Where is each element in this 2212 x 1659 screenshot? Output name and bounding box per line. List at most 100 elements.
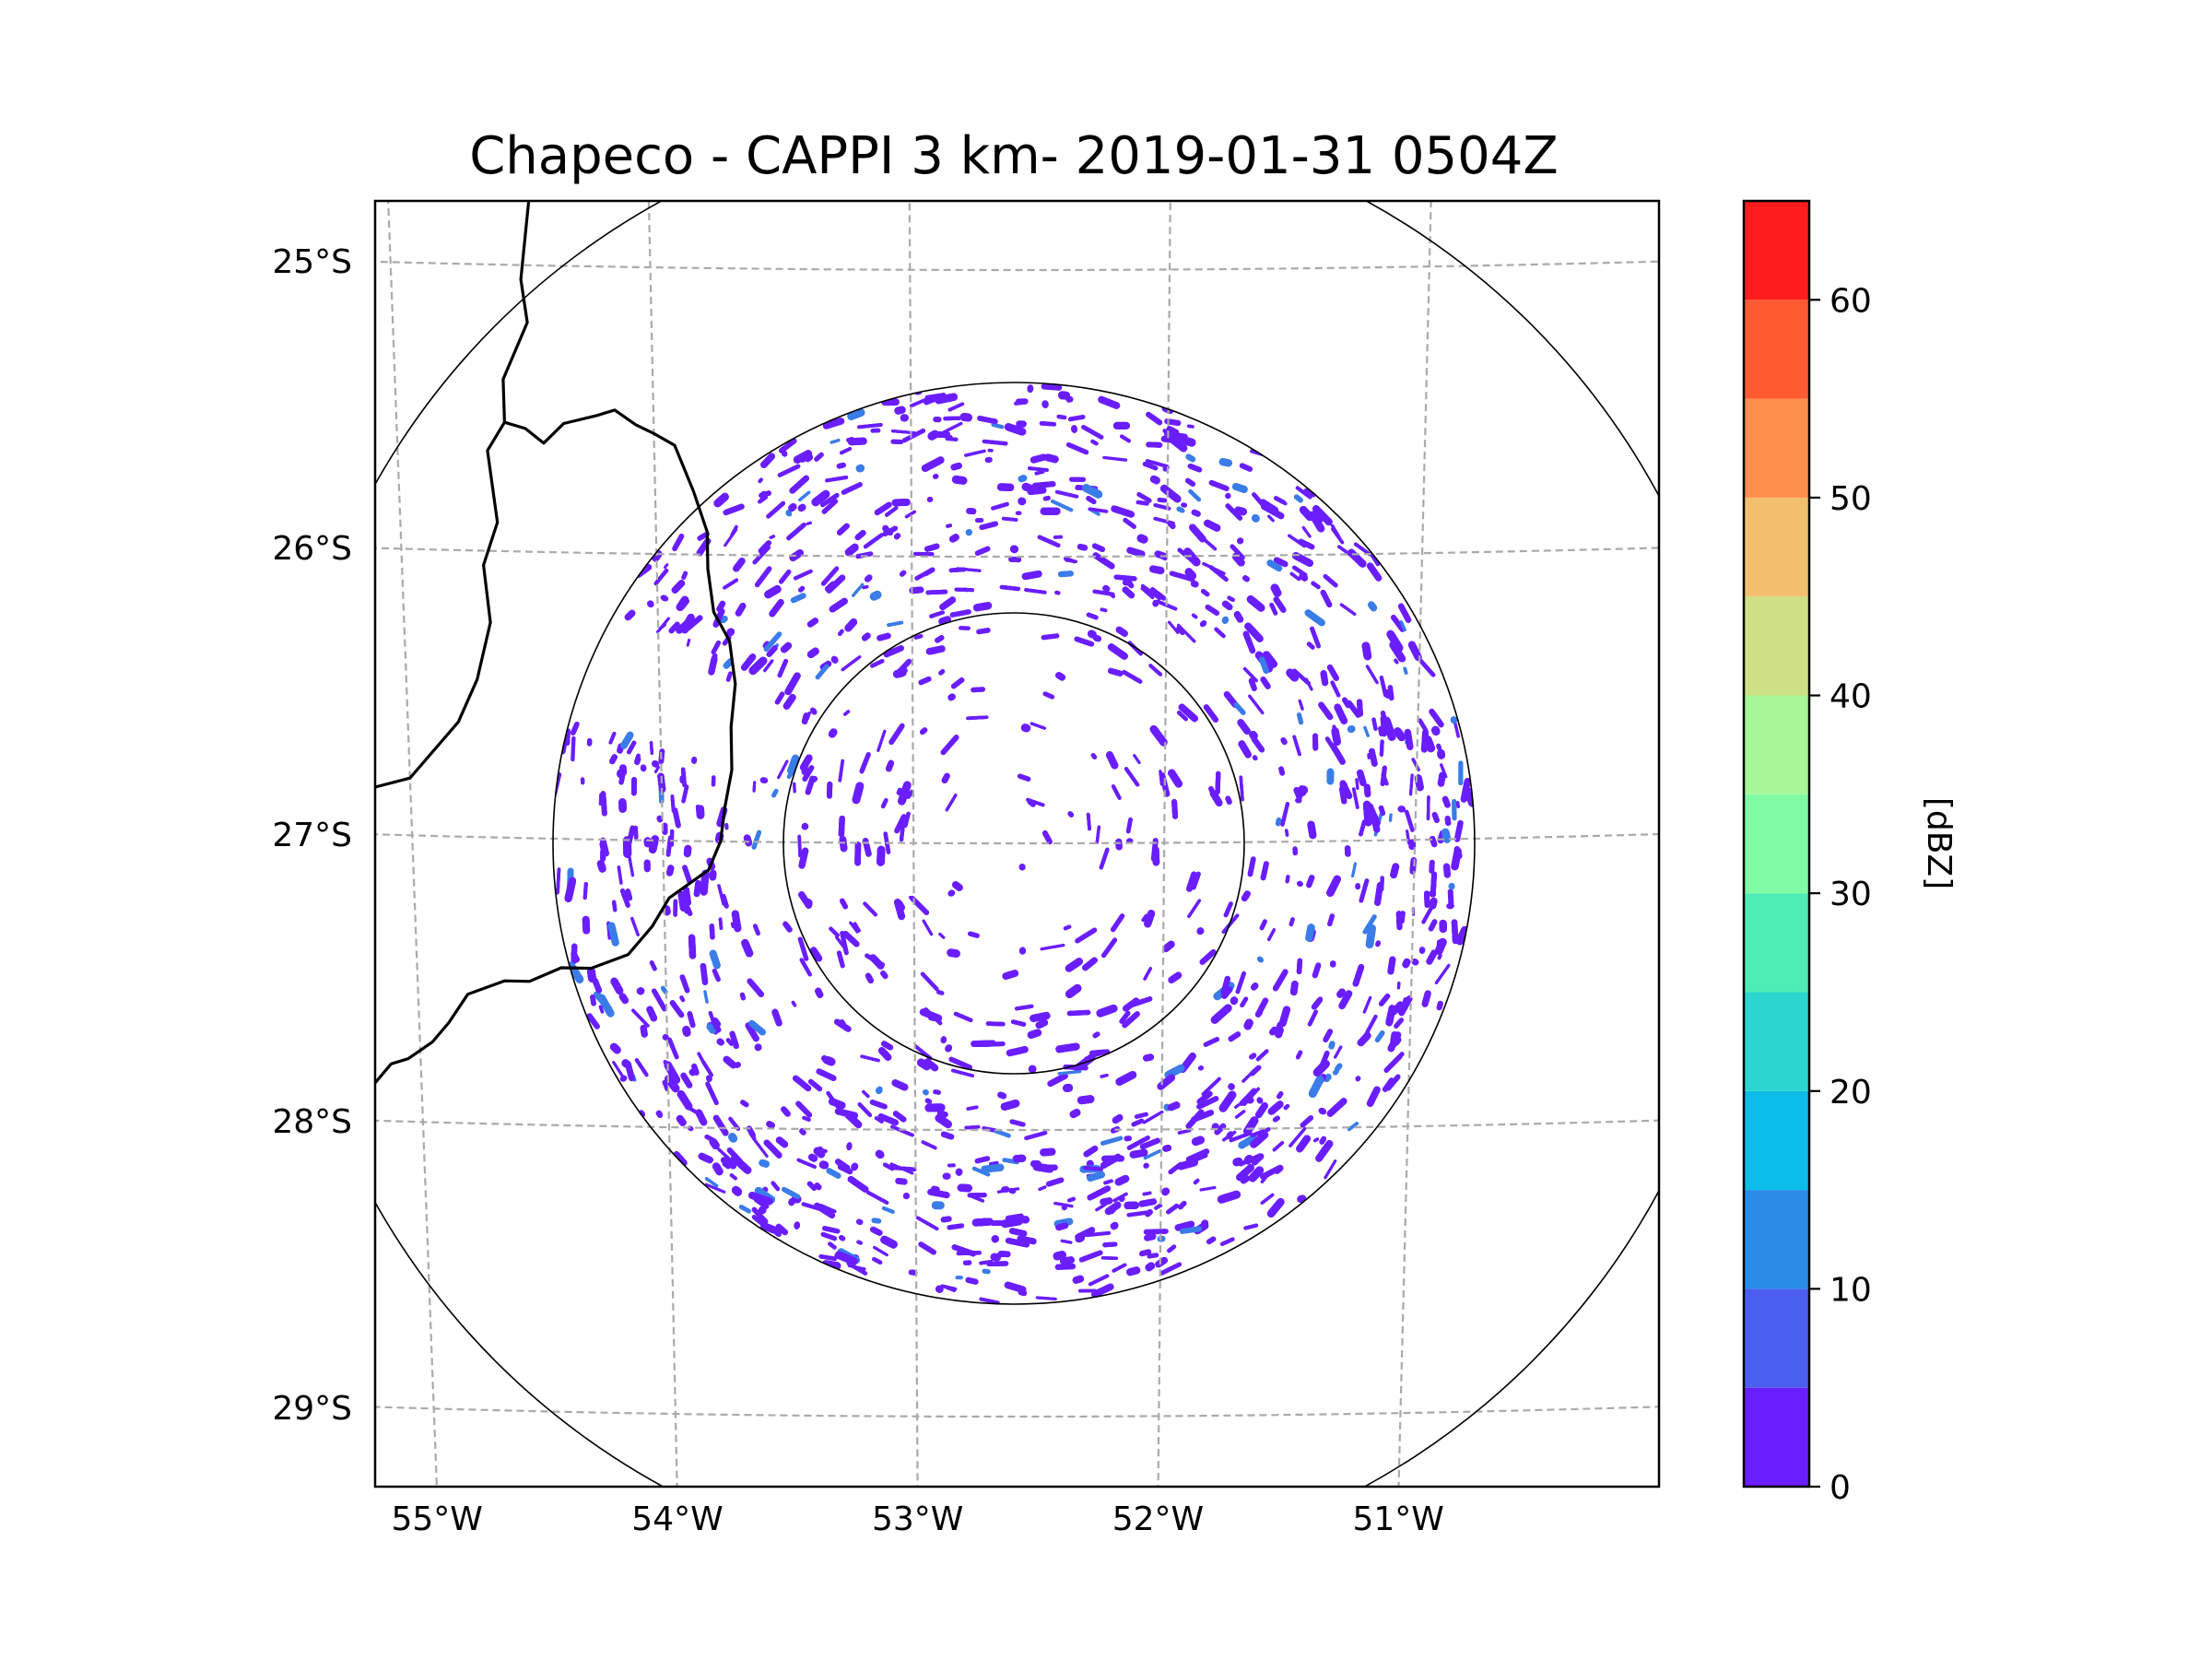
echo-cell: [941, 421, 963, 435]
echo-cell: [686, 638, 691, 647]
echo-cell: [1447, 888, 1454, 907]
echo-cell: [954, 587, 974, 593]
echo-cell: [728, 1133, 738, 1143]
echo-cell: [1442, 863, 1452, 878]
echo-cell: [624, 609, 636, 621]
echo-cell: [598, 1005, 605, 1014]
echo-cell: [1054, 590, 1061, 595]
colorbar-tick-label: 30: [1830, 876, 1872, 913]
echo-cell: [862, 1089, 870, 1099]
echo-cell: [1239, 463, 1253, 472]
echo-cell: [1254, 997, 1269, 1018]
echo-cell: [1330, 680, 1341, 698]
echo-cell: [1188, 488, 1202, 502]
echo-cell: [947, 1163, 956, 1168]
echo-cell: [1035, 1296, 1057, 1300]
echo-cell: [830, 655, 839, 664]
echo-cell: [1105, 751, 1119, 770]
echo-cell: [913, 634, 924, 640]
echo-cell: [1424, 890, 1430, 909]
echo-cell: [1006, 1045, 1029, 1057]
echo-cell: [1168, 620, 1180, 634]
echo-cell: [586, 737, 593, 747]
echo-cell: [1439, 919, 1447, 934]
echo-cell: [1221, 986, 1233, 999]
echo-cell: [798, 585, 806, 593]
echo-cell: [1112, 1263, 1127, 1273]
echo-cell: [1326, 768, 1335, 785]
echo-cell: [1155, 1256, 1169, 1268]
echo-cell: [1102, 455, 1128, 462]
echo-cell: [1069, 1108, 1081, 1119]
echo-cell: [924, 1058, 939, 1072]
echo-cell: [951, 475, 968, 485]
echo-cell: [1001, 516, 1018, 522]
chart-title: Chapeco - CAPPI 3 km- 2019-01-31 0504Z: [469, 126, 1559, 186]
x-tick-label: 55°W: [391, 1500, 482, 1538]
echo-cell: [1143, 1229, 1169, 1235]
echo-cell: [668, 621, 680, 634]
echo-cell: [1125, 1266, 1141, 1277]
echo-cell: [801, 1202, 826, 1213]
echo-cell: [1221, 616, 1230, 624]
echo-cell: [680, 1072, 693, 1088]
colorbar-tick-label: 50: [1830, 480, 1872, 518]
echo-cell: [925, 645, 946, 655]
echo-cell: [1152, 846, 1160, 866]
echo-cell: [1436, 743, 1442, 751]
echo-cell: [1312, 733, 1319, 751]
y-tick-label: 25°S: [272, 243, 352, 281]
echo-cell: [1191, 613, 1198, 619]
echo-cell: [643, 859, 651, 873]
echo-cell: [1020, 724, 1031, 733]
echo-cell: [847, 408, 865, 420]
echo-cell: [1168, 769, 1183, 788]
echo-cell: [759, 777, 769, 784]
echo-cell: [1242, 575, 1250, 582]
echo-cell: [725, 671, 733, 682]
echo-cell: [843, 710, 851, 716]
echo-cell: [918, 1241, 936, 1255]
echo-cell: [1100, 1256, 1119, 1260]
echo-cell: [1218, 1090, 1237, 1112]
echo-cell: [1219, 1237, 1235, 1246]
echo-cell: [877, 1113, 899, 1126]
echo-cell: [1223, 901, 1233, 918]
echo-cell: [1066, 1009, 1091, 1017]
echo-cell: [673, 899, 678, 917]
echo-cell: [966, 507, 977, 515]
echo-cell: [1146, 441, 1163, 448]
echo-cell: [743, 834, 753, 847]
echo-cell: [1395, 911, 1403, 931]
echo-cell: [890, 439, 904, 444]
echo-cell: [1146, 411, 1163, 426]
echo-cell: [1315, 1139, 1334, 1162]
echo-cell: [704, 1177, 719, 1188]
echo-cell: [789, 548, 805, 562]
echo-cell: [855, 551, 874, 559]
echo-cell: [942, 1172, 951, 1180]
echo-cell: [1018, 497, 1027, 506]
echo-cell: [1065, 441, 1089, 455]
echo-cell: [788, 502, 797, 512]
echo-cell: [990, 1220, 1013, 1227]
echo-cell: [771, 1181, 781, 1192]
echo-cell: [982, 1041, 1006, 1047]
echo-cell: [777, 464, 801, 477]
echo-cell: [630, 916, 640, 936]
echo-cell: [1197, 1065, 1204, 1071]
echo-cell: [849, 921, 859, 934]
echo-cell: [1369, 747, 1378, 767]
echo-cell: [1169, 571, 1192, 582]
echo-cell: [950, 462, 962, 471]
echo-cell: [609, 1042, 621, 1054]
echo-cell: [801, 712, 810, 725]
echo-cell: [863, 533, 884, 549]
latitude-tick-labels: 25°S 26°S 27°S 28°S 29°S: [272, 243, 352, 1428]
echo-cell: [948, 534, 959, 543]
echo-cell: [711, 775, 716, 787]
echo-cell: [1053, 535, 1064, 539]
echo-cell: [617, 865, 623, 885]
echo-cell: [571, 735, 576, 762]
echo-cell: [818, 1253, 838, 1262]
